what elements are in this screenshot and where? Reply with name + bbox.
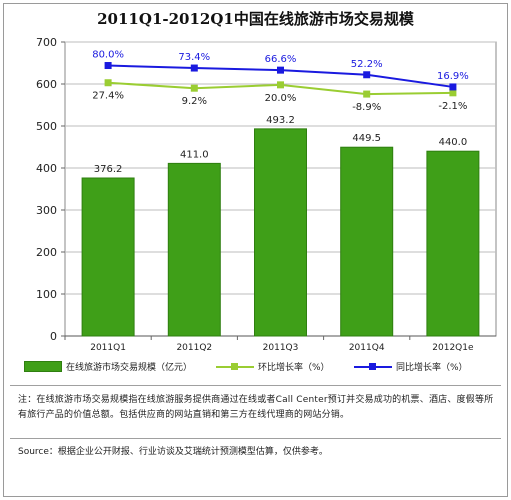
yoy-marker — [449, 83, 457, 91]
bar-value-label: 376.2 — [94, 164, 123, 175]
qoq-value-label: 27.4% — [92, 91, 124, 102]
chart-plot: 0 100 200 300 400 500 600 700 2011Q1 2011Q2 2011Q3… — [36, 36, 497, 353]
qoq-value-label: 20.0% — [265, 93, 297, 104]
legend-item-yoy: 同比增长率（%） — [354, 360, 468, 373]
bar — [340, 146, 394, 337]
legend-item-qoq: 环比增长率（%） — [216, 360, 330, 373]
legend-label-bar: 在线旅游市场交易规模（亿元） — [66, 363, 193, 373]
yoy-marker — [104, 62, 112, 70]
yoy-value-label: 52.2% — [351, 59, 383, 70]
qoq-value-label: 9.2% — [182, 96, 207, 107]
footnote: 注：在线旅游市场交易规模指在线旅游服务提供商通过在线或者Call Center预… — [18, 395, 494, 420]
yoy-value-label: 16.9% — [437, 71, 469, 82]
yoy-marker — [190, 64, 198, 72]
qoq-marker — [104, 79, 112, 87]
y-tick-label: 100 — [36, 288, 57, 301]
x-tick-label: 2011Q1 — [90, 343, 126, 353]
yoy-value-label: 73.4% — [178, 52, 210, 63]
qoq-value-label: -8.9% — [352, 102, 381, 113]
yoy-marker — [277, 66, 284, 74]
qoq-marker — [363, 90, 371, 98]
yoy-value-label: 80.0% — [92, 50, 124, 61]
x-tick-label: 2011Q4 — [349, 343, 385, 353]
divider-bottom — [10, 438, 501, 439]
yoy-value-label: 66.6% — [265, 54, 297, 65]
y-tick-label: 200 — [36, 246, 57, 259]
legend-label-qoq: 环比增长率（%） — [258, 363, 330, 373]
legend-swatch-qoq — [216, 362, 254, 371]
legend-swatch-yoy — [354, 362, 392, 371]
bar — [81, 177, 135, 337]
yoy-marker — [363, 71, 371, 79]
legend-item-bar: 在线旅游市场交易规模（亿元） — [24, 360, 192, 373]
y-tick-label: 500 — [36, 120, 57, 133]
y-tick-label: 600 — [36, 78, 57, 91]
y-tick-label: 700 — [36, 36, 57, 49]
source-note: Source：根据企业公开财报、行业访谈及艾瑞统计预测模型估算，仅供参考。 — [18, 447, 328, 457]
x-tick-label: 2012Q1e — [432, 343, 474, 353]
chart-legend: 在线旅游市场交易规模（亿元） 环比增长率（%） 同比增长率（%） — [16, 358, 506, 378]
bar — [254, 128, 307, 337]
legend-label-yoy: 同比增长率（%） — [396, 363, 468, 373]
x-tick-label: 2011Q3 — [263, 343, 299, 353]
legend-swatch-bar — [24, 361, 62, 372]
bar — [426, 150, 480, 337]
qoq-marker — [277, 81, 284, 89]
bar-value-label: 449.5 — [352, 133, 381, 144]
chart-title: 2011Q1-2012Q1中国在线旅游市场交易规模 — [97, 10, 414, 28]
bar-value-label: 411.0 — [180, 149, 209, 160]
x-tick-label: 2011Q2 — [176, 343, 212, 353]
bar — [167, 162, 221, 337]
y-tick-label: 0 — [50, 330, 57, 343]
qoq-marker — [190, 84, 198, 92]
y-tick-label: 300 — [36, 204, 57, 217]
y-tick-label: 400 — [36, 162, 57, 175]
qoq-marker — [449, 89, 457, 97]
bar-value-label: 440.0 — [439, 137, 468, 148]
bar-value-label: 493.2 — [266, 115, 295, 126]
divider-top — [10, 385, 501, 386]
qoq-value-label: -2.1% — [438, 101, 467, 112]
